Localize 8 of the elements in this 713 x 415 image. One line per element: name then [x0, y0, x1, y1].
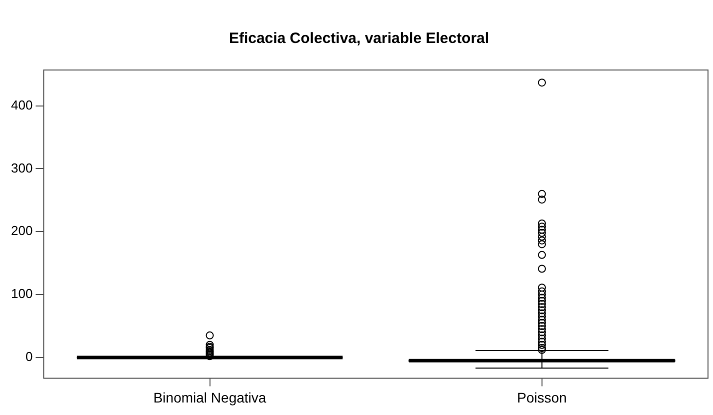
- x-tick-label: Poisson: [517, 389, 567, 406]
- y-tick-label: 300: [10, 160, 33, 176]
- y-tick-label: 0: [25, 349, 33, 364]
- y-tick-label: 100: [10, 286, 33, 302]
- x-tick-label: Binomial Negativa: [153, 389, 266, 406]
- y-tick-label: 200: [10, 223, 33, 238]
- chart-title: Eficacia Colectiva, variable Electoral: [228, 30, 490, 48]
- y-tick-label: 400: [10, 97, 33, 112]
